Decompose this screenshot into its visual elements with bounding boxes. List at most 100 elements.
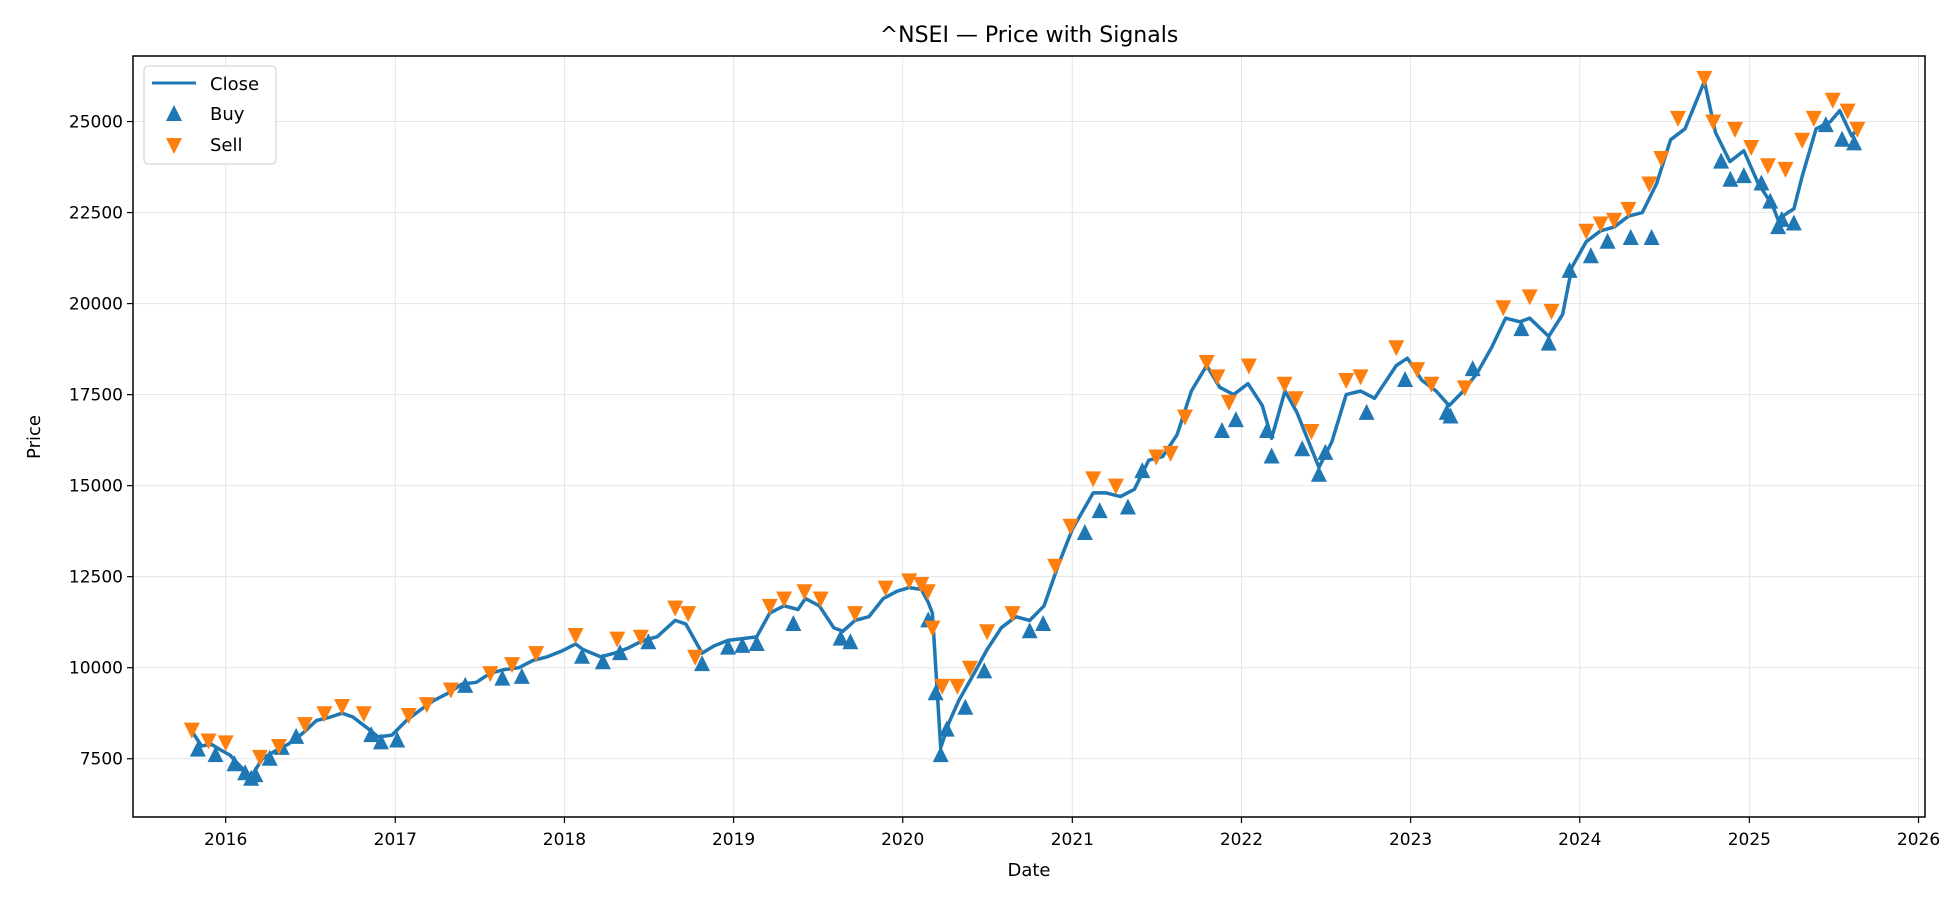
sell-signal-marker <box>1705 114 1722 131</box>
sell-signal-marker <box>1592 216 1609 233</box>
sell-signal-marker <box>528 646 545 663</box>
x-tick-label: 2021 <box>1051 830 1094 850</box>
sell-signal-marker <box>504 657 521 674</box>
sell-signal-marker <box>687 649 704 666</box>
buy-signal-marker <box>1785 214 1802 231</box>
buy-signal-marker <box>1294 440 1311 457</box>
buy-signal-marker <box>1722 170 1739 187</box>
sell-signal-marker <box>1388 340 1405 357</box>
sell-signal-marker <box>442 682 459 699</box>
buy-signal-marker <box>1561 261 1578 278</box>
sell-signal-marker <box>1148 449 1165 466</box>
buy-signal-marker <box>1513 320 1530 337</box>
x-tick-label: 2022 <box>1220 830 1263 850</box>
buy-signal-marker <box>720 638 737 655</box>
sell-signal-marker <box>1620 201 1637 218</box>
sell-signal-marker <box>333 698 350 715</box>
sell-signal-marker <box>949 678 966 695</box>
buy-signal-marker <box>594 653 611 670</box>
sell-signal-marker <box>1824 92 1841 109</box>
sell-signal-marker <box>1423 376 1440 393</box>
buy-signal-marker <box>1134 462 1151 479</box>
buy-signal-marker <box>932 746 949 763</box>
sell-signal-marker <box>961 660 978 677</box>
sell-signal-marker <box>846 606 863 623</box>
buy-signal-marker <box>207 746 224 763</box>
sell-signal-marker <box>1352 369 1369 386</box>
x-tick-label: 2026 <box>1897 830 1940 850</box>
sell-marker-layer <box>183 70 1866 766</box>
sell-signal-marker <box>1409 362 1426 379</box>
buy-signal-marker <box>1464 360 1481 377</box>
x-tick-label: 2020 <box>881 830 924 850</box>
buy-signal-marker <box>1540 334 1557 351</box>
legend-sell-swatch <box>166 138 182 154</box>
sell-signal-marker <box>1176 409 1193 426</box>
plot-frame <box>132 55 1926 818</box>
x-tick-label: 2017 <box>374 830 417 850</box>
buy-signal-marker <box>1317 443 1334 460</box>
sell-signal-marker <box>1276 376 1293 393</box>
grid-layer <box>133 56 1925 817</box>
sell-signal-marker <box>355 706 372 723</box>
sell-signal-marker <box>418 697 435 714</box>
chart-title: ^NSEI — Price with Signals <box>880 23 1179 48</box>
sell-signal-marker <box>1198 354 1215 371</box>
sell-signal-marker <box>217 735 234 752</box>
sell-signal-marker <box>200 733 217 750</box>
sell-signal-marker <box>979 624 996 641</box>
x-axis-label: Date <box>1007 860 1050 881</box>
y-tick-label: 7500 <box>80 750 123 770</box>
legend-sell-label: Sell <box>210 135 243 156</box>
sell-signal-marker <box>1849 121 1866 138</box>
sell-signal-marker <box>1240 358 1257 375</box>
y-tick-label: 22500 <box>69 204 123 224</box>
legend-buy-label: Buy <box>210 104 245 125</box>
sell-signal-marker <box>1220 394 1237 411</box>
sell-signal-marker <box>776 591 793 608</box>
legend: Close Buy Sell <box>143 65 277 165</box>
sell-signal-marker <box>1670 110 1687 127</box>
sell-signal-marker <box>680 606 697 623</box>
sell-signal-marker <box>296 717 313 734</box>
sell-signal-marker <box>1653 150 1670 167</box>
buy-signal-marker <box>927 684 944 701</box>
buy-signal-marker <box>1035 615 1052 632</box>
y-tick-label: 17500 <box>69 386 123 406</box>
buy-signal-marker <box>1622 229 1639 246</box>
sell-signal-marker <box>1543 303 1560 320</box>
buy-signal-marker <box>1119 498 1136 515</box>
buy-signal-marker <box>1214 422 1231 439</box>
sell-signal-marker <box>1794 132 1811 149</box>
y-tick-label: 15000 <box>69 477 123 497</box>
buy-signal-marker <box>1263 447 1280 464</box>
buy-signal-marker <box>640 633 657 650</box>
buy-signal-marker <box>457 676 474 693</box>
sell-signal-marker <box>796 584 813 601</box>
buy-signal-marker <box>938 720 955 737</box>
y-axis-label: Price <box>24 415 45 459</box>
x-tick-label: 2024 <box>1558 830 1601 850</box>
sell-signal-marker <box>812 591 829 608</box>
buy-signal-marker <box>574 647 591 664</box>
buy-signal-marker <box>1846 134 1863 151</box>
sell-signal-marker <box>1456 380 1473 397</box>
sell-signal-marker <box>270 738 287 755</box>
sell-signal-marker <box>1303 424 1320 441</box>
buy-signal-marker <box>1310 465 1327 482</box>
sell-signal-marker <box>877 580 894 597</box>
sell-signal-marker <box>1839 103 1856 120</box>
buy-signal-marker <box>261 749 278 766</box>
buy-signal-marker <box>1643 229 1660 246</box>
buy-signal-marker <box>1227 411 1244 428</box>
sell-signal-marker <box>667 600 684 617</box>
tick-layer: 2016 2017 2018 2019 2020 2021 2022 2023 2024 2025… <box>69 113 1940 850</box>
sell-signal-marker <box>251 749 268 766</box>
buy-signal-marker <box>226 755 243 772</box>
sell-signal-marker <box>1107 478 1124 495</box>
buy-signal-marker <box>1713 152 1730 169</box>
sell-signal-marker <box>609 631 626 648</box>
sell-signal-marker <box>1209 369 1226 386</box>
buy-signal-marker <box>389 731 406 748</box>
